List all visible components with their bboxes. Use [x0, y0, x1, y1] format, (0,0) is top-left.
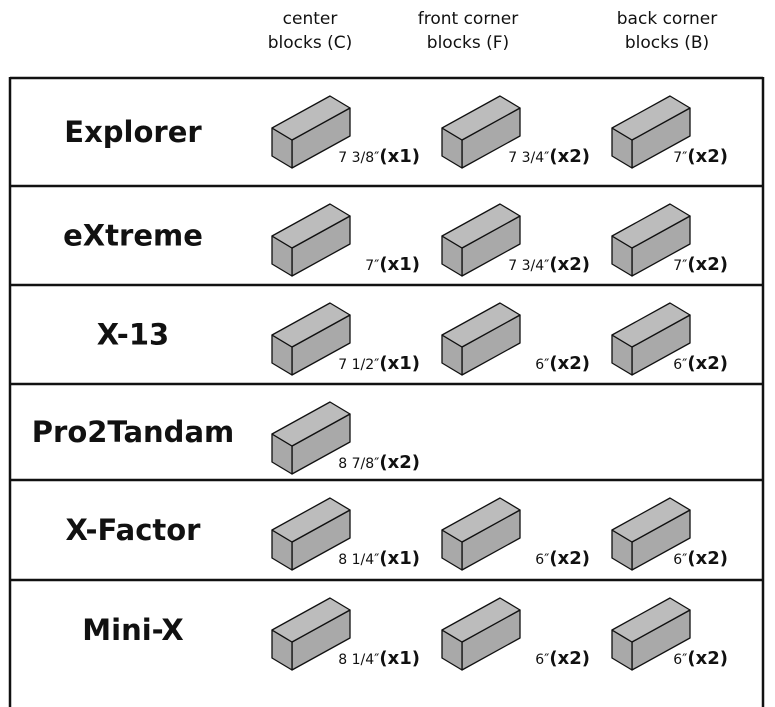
block-top — [441, 497, 521, 543]
block-label: 7″(x2) — [673, 254, 728, 275]
block-illustration — [271, 497, 351, 571]
block-top — [441, 597, 521, 643]
block-quantity: (x1) — [379, 648, 420, 669]
block-top — [271, 203, 351, 249]
block-illustration — [441, 203, 521, 277]
block-illustration — [611, 597, 691, 671]
block-size: 7 3/4″ — [508, 150, 549, 166]
block-size: 6″ — [673, 552, 687, 568]
block-label: 6″(x2) — [673, 648, 728, 669]
block-quantity: (x2) — [687, 353, 728, 374]
block-quantity: (x1) — [379, 353, 420, 374]
row-name: Mini-X — [82, 613, 183, 647]
block-label: 6″(x2) — [535, 648, 590, 669]
block-size: 7 3/4″ — [508, 258, 549, 274]
block-illustration — [441, 302, 521, 376]
block-illustration — [611, 302, 691, 376]
block-label: 7 1/2″(x1) — [338, 353, 420, 374]
block-label: 7″(x1) — [365, 254, 420, 275]
block-illustration — [611, 95, 691, 169]
block-top — [271, 95, 351, 141]
block-top — [271, 497, 351, 543]
block-illustration — [271, 203, 351, 277]
block-illustration — [271, 401, 351, 475]
block-size: 6″ — [673, 652, 687, 668]
block-top — [611, 95, 691, 141]
block-label: 6″(x2) — [535, 353, 590, 374]
block-size: 7″ — [673, 150, 687, 166]
block-quantity: (x1) — [379, 548, 420, 569]
block-top — [611, 497, 691, 543]
block-top — [441, 302, 521, 348]
column-header: blocks (B) — [625, 33, 709, 53]
row-name: X-Factor — [66, 513, 202, 547]
block-label: 8 1/4″(x1) — [338, 648, 420, 669]
block-size: 7 3/8″ — [338, 150, 379, 166]
column-header: blocks (C) — [268, 33, 353, 53]
block-quantity: (x2) — [549, 648, 590, 669]
block-label: 6″(x2) — [673, 548, 728, 569]
block-quantity: (x2) — [687, 254, 728, 275]
block-illustration — [271, 95, 351, 169]
block-illustration — [611, 203, 691, 277]
block-illustration — [441, 597, 521, 671]
block-illustration — [441, 497, 521, 571]
block-top — [271, 597, 351, 643]
block-quantity: (x1) — [379, 146, 420, 167]
block-quantity: (x2) — [549, 353, 590, 374]
block-size: 6″ — [673, 357, 687, 373]
block-quantity: (x2) — [687, 648, 728, 669]
block-label: 6″(x2) — [535, 548, 590, 569]
block-quantity: (x2) — [549, 548, 590, 569]
block-size: 7 1/2″ — [338, 357, 379, 373]
block-size: 8 1/4″ — [338, 552, 379, 568]
block-quantity: (x2) — [549, 254, 590, 275]
column-header: center — [283, 9, 338, 29]
block-quantity: (x2) — [687, 146, 728, 167]
block-top — [271, 401, 351, 447]
block-illustration — [611, 497, 691, 571]
block-size: 6″ — [535, 357, 549, 373]
block-top — [611, 597, 691, 643]
block-size: 6″ — [535, 552, 549, 568]
block-size: 6″ — [535, 652, 549, 668]
block-size: 7″ — [365, 258, 379, 274]
block-label: 8 1/4″(x1) — [338, 548, 420, 569]
block-size: 7″ — [673, 258, 687, 274]
row-name: X-13 — [97, 318, 169, 352]
block-label: 7 3/8″(x1) — [338, 146, 420, 167]
block-label: 8 7/8″(x2) — [338, 452, 420, 473]
block-top — [271, 302, 351, 348]
block-quantity: (x1) — [379, 254, 420, 275]
block-top — [611, 302, 691, 348]
block-illustration — [271, 597, 351, 671]
column-header: front corner — [418, 9, 519, 29]
row-name: Pro2Tandam — [32, 415, 234, 449]
block-size: 8 7/8″ — [338, 456, 379, 472]
block-illustration — [271, 302, 351, 376]
block-quantity: (x2) — [379, 452, 420, 473]
block-top — [441, 95, 521, 141]
block-top — [441, 203, 521, 249]
block-label: 6″(x2) — [673, 353, 728, 374]
row-name: eXtreme — [63, 219, 203, 253]
block-label: 7″(x2) — [673, 146, 728, 167]
block-quantity: (x2) — [549, 146, 590, 167]
column-header: back corner — [617, 9, 717, 29]
block-label: 7 3/4″(x2) — [508, 146, 590, 167]
block-quantity: (x2) — [687, 548, 728, 569]
block-top — [611, 203, 691, 249]
row-name: Explorer — [64, 115, 202, 149]
block-label: 7 3/4″(x2) — [508, 254, 590, 275]
block-illustration — [441, 95, 521, 169]
column-header: blocks (F) — [427, 33, 509, 53]
block-size: 8 1/4″ — [338, 652, 379, 668]
